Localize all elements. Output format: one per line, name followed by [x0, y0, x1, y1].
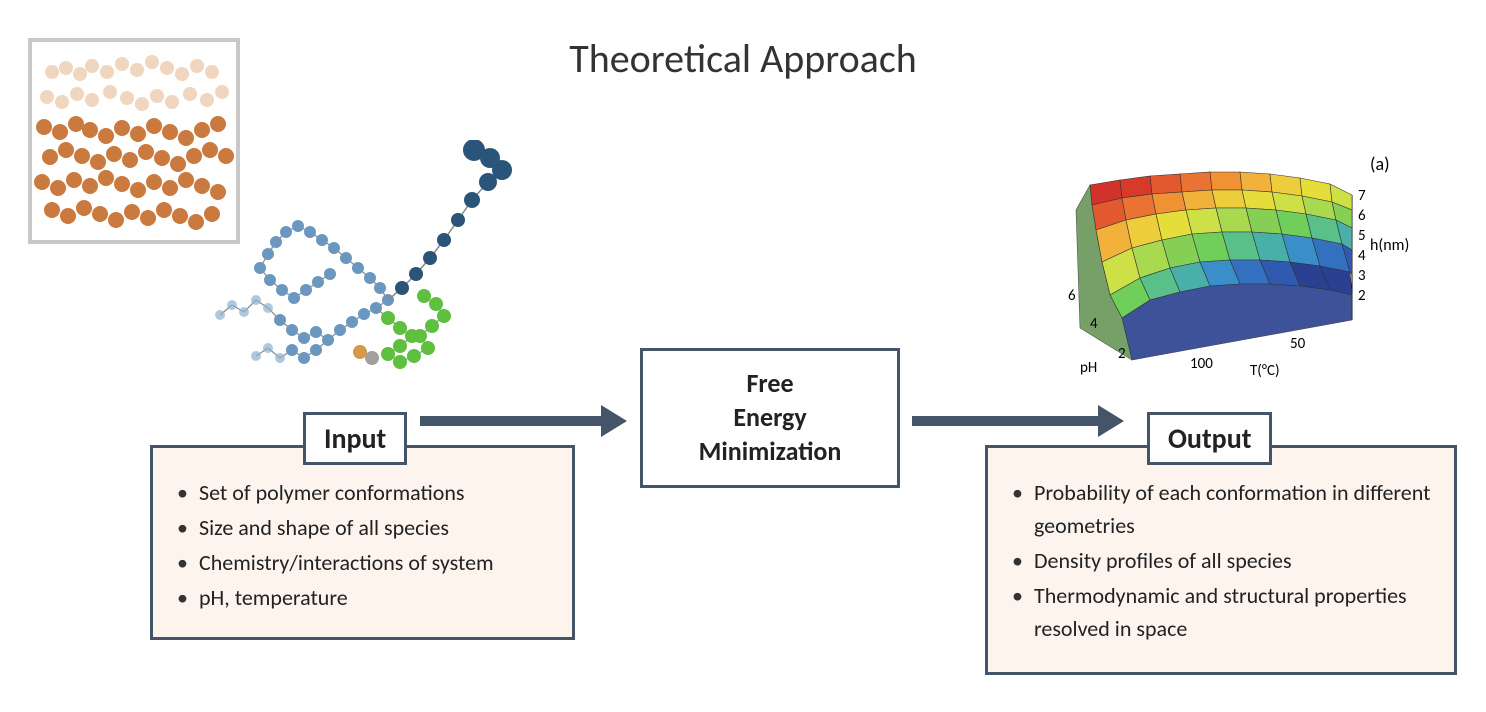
- input-label: Input: [303, 412, 407, 465]
- molecule-svg: [210, 140, 545, 395]
- input-box: Set of polymer conformations Size and sh…: [150, 445, 575, 640]
- svg-text:3: 3: [1358, 267, 1366, 285]
- surface-plot-svg: (a) 7 6 5 4 3 2 h(nm): [1050, 150, 1420, 380]
- output-item: Probability of each conformation in diff…: [1012, 476, 1438, 542]
- svg-text:T(°C): T(°C): [1250, 362, 1280, 380]
- svg-text:2: 2: [1118, 345, 1126, 363]
- arrow-input-to-center: [420, 416, 605, 426]
- center-box: Free Energy Minimization: [640, 348, 900, 488]
- svg-text:h(nm): h(nm): [1370, 236, 1409, 255]
- output-item: Density profiles of all species: [1012, 544, 1438, 577]
- svg-text:4: 4: [1090, 315, 1098, 333]
- svg-text:100: 100: [1190, 355, 1213, 373]
- svg-text:pH: pH: [1080, 359, 1097, 377]
- center-line2: Energy: [733, 401, 806, 435]
- output-box: Probability of each conformation in diff…: [985, 445, 1457, 675]
- polymer-thumbnail-svg: [32, 42, 236, 240]
- center-line3: Minimization: [699, 435, 842, 469]
- svg-text:7: 7: [1358, 187, 1366, 205]
- svg-text:6: 6: [1068, 287, 1076, 305]
- input-item: Set of polymer conformations: [177, 476, 556, 509]
- svg-text:6: 6: [1358, 207, 1366, 225]
- input-item: Chemistry/interactions of system: [177, 546, 556, 579]
- svg-text:2: 2: [1358, 287, 1366, 305]
- input-item: pH, temperature: [177, 581, 556, 614]
- center-line1: Free: [746, 367, 793, 401]
- surface-plot: (a) 7 6 5 4 3 2 h(nm): [1050, 150, 1420, 380]
- molecule-diagram: [210, 140, 545, 395]
- output-label: Output: [1147, 412, 1272, 465]
- svg-text:4: 4: [1358, 247, 1366, 265]
- input-item: Size and shape of all species: [177, 511, 556, 544]
- input-list: Set of polymer conformations Size and sh…: [177, 476, 556, 614]
- polymer-thumbnail: [28, 38, 240, 244]
- svg-text:50: 50: [1290, 335, 1306, 353]
- output-list: Probability of each conformation in diff…: [1012, 476, 1438, 645]
- panel-label: (a): [1370, 153, 1390, 175]
- arrow-center-to-output: [912, 416, 1102, 426]
- output-item: Thermodynamic and structural properties …: [1012, 579, 1438, 645]
- svg-text:5: 5: [1358, 227, 1366, 245]
